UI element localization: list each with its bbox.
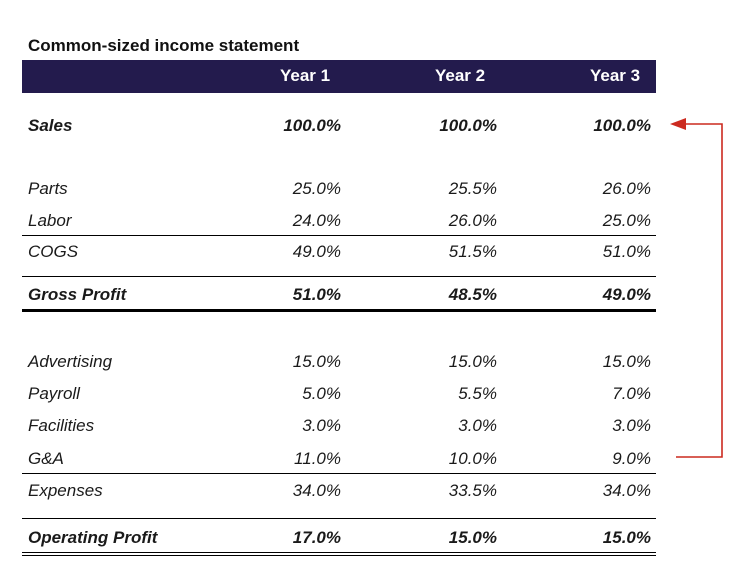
cell-year-2: 25.5% xyxy=(448,179,497,198)
cell-year-2: 5.5% xyxy=(458,384,497,403)
row-label: Expenses xyxy=(28,481,103,500)
cell-year-2: 3.0% xyxy=(458,416,497,435)
cell-year-2: 100.0% xyxy=(439,116,497,135)
row-operating-profit: Operating Profit 17.0% 15.0% 15.0% xyxy=(22,526,656,552)
cell-year-1: 24.0% xyxy=(292,211,341,230)
header-year-2: Year 2 xyxy=(435,66,486,85)
cell-year-3: 3.0% xyxy=(612,416,651,435)
cell-year-3: 15.0% xyxy=(602,352,651,371)
row-payroll: Payroll 5.0% 5.5% 7.0% xyxy=(22,382,656,408)
row-facilities: Facilities 3.0% 3.0% 3.0% xyxy=(22,414,656,440)
cell-year-3: 9.0% xyxy=(612,449,651,468)
row-labor: Labor 24.0% 26.0% 25.0% xyxy=(22,209,656,235)
cell-year-1: 3.0% xyxy=(302,416,341,435)
row-cogs: COGS 49.0% 51.5% 51.0% xyxy=(22,240,656,266)
cell-year-3: 7.0% xyxy=(612,384,651,403)
row-label: Facilities xyxy=(28,416,95,435)
cell-year-2: 26.0% xyxy=(448,211,497,230)
cell-year-3: 26.0% xyxy=(602,179,651,198)
divider xyxy=(22,276,656,277)
row-label: Payroll xyxy=(28,384,80,403)
header-year-3: Year 3 xyxy=(590,66,641,85)
cell-year-1: 51.0% xyxy=(292,285,341,304)
cell-year-3: 15.0% xyxy=(602,528,651,547)
cell-year-2: 15.0% xyxy=(448,528,497,547)
cell-year-1: 11.0% xyxy=(294,449,341,468)
row-label: G&A xyxy=(28,449,64,468)
cell-year-3: 100.0% xyxy=(593,116,651,135)
row-label: Gross Profit xyxy=(28,285,127,304)
cell-year-1: 49.0% xyxy=(292,242,341,261)
row-label: COGS xyxy=(28,242,79,261)
row-expenses: Expenses 34.0% 33.5% 34.0% xyxy=(22,479,656,505)
row-label: Operating Profit xyxy=(28,528,158,547)
row-sales: Sales 100.0% 100.0% 100.0% xyxy=(22,114,656,140)
row-label: Sales xyxy=(28,116,73,135)
divider xyxy=(22,473,656,474)
cell-year-2: 15.0% xyxy=(448,352,497,371)
divider xyxy=(22,518,656,519)
divider-double xyxy=(22,552,656,556)
statement-title: Common-sized income statement xyxy=(28,36,300,55)
cell-year-2: 48.5% xyxy=(448,285,497,304)
header-year-1: Year 1 xyxy=(280,66,331,85)
cell-year-2: 51.5% xyxy=(448,242,497,261)
cell-year-3: 51.0% xyxy=(602,242,651,261)
cell-year-3: 25.0% xyxy=(602,211,651,230)
cell-year-3: 49.0% xyxy=(602,285,651,304)
divider-thick xyxy=(22,309,656,312)
cell-year-1: 5.0% xyxy=(302,384,341,403)
cell-year-3: 34.0% xyxy=(602,481,651,500)
cell-year-1: 34.0% xyxy=(292,481,341,500)
row-gross-profit: Gross Profit 51.0% 48.5% 49.0% xyxy=(22,283,656,309)
cell-year-1: 100.0% xyxy=(283,116,341,135)
divider xyxy=(22,235,656,236)
cell-year-1: 17.0% xyxy=(292,528,341,547)
row-label: Labor xyxy=(28,211,72,230)
table-header: Year 1 Year 2 Year 3 xyxy=(22,60,656,93)
cell-year-1: 25.0% xyxy=(292,179,341,198)
cell-year-2: 10.0% xyxy=(448,449,497,468)
row-advertising: Advertising 15.0% 15.0% 15.0% xyxy=(22,350,656,376)
row-parts: Parts 25.0% 25.5% 26.0% xyxy=(22,177,656,203)
row-label: Advertising xyxy=(28,352,113,371)
cell-year-2: 33.5% xyxy=(448,481,497,500)
row-label: Parts xyxy=(28,179,68,198)
cell-year-1: 15.0% xyxy=(292,352,341,371)
row-ga: G&A 11.0% 10.0% 9.0% xyxy=(22,447,656,473)
